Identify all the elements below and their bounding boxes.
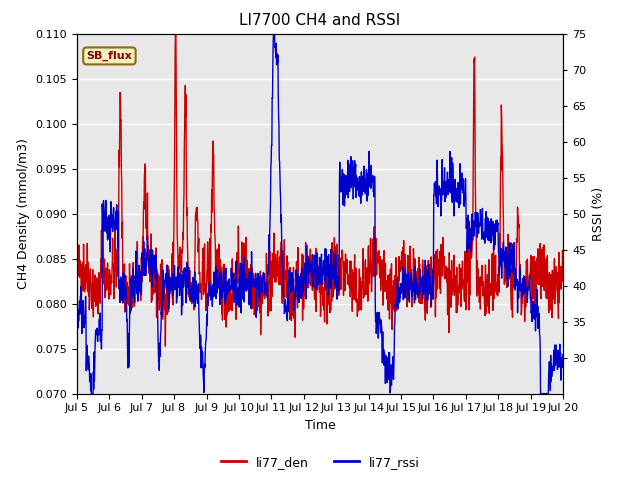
Y-axis label: RSSI (%): RSSI (%) — [592, 187, 605, 240]
li77_den — [502, 248, 510, 254]
Line: li77_rssi: li77_rssi — [77, 34, 563, 394]
Line: li77_den: li77_den — [77, 26, 563, 346]
li77_rssi — [559, 357, 567, 362]
X-axis label: Time: Time — [305, 419, 335, 432]
Legend: li77_den, li77_rssi: li77_den, li77_rssi — [216, 451, 424, 474]
li77_rssi — [269, 31, 277, 36]
li77_rssi — [182, 275, 189, 280]
li77_den — [460, 276, 467, 282]
li77_den — [172, 24, 180, 29]
li77_rssi — [73, 304, 81, 310]
li77_den — [559, 260, 567, 265]
li77_rssi — [88, 391, 95, 396]
li77_den — [396, 257, 403, 263]
Y-axis label: CH4 Density (mmol/m3): CH4 Density (mmol/m3) — [17, 138, 30, 289]
li77_den — [73, 264, 81, 269]
li77_rssi — [170, 288, 177, 294]
li77_rssi — [460, 176, 467, 181]
li77_rssi — [236, 294, 244, 300]
li77_rssi — [502, 270, 510, 276]
li77_den — [170, 264, 177, 270]
Text: SB_flux: SB_flux — [86, 51, 132, 61]
li77_den — [161, 343, 169, 349]
li77_den — [236, 266, 244, 272]
li77_den — [182, 115, 189, 120]
li77_rssi — [396, 299, 403, 305]
Title: LI7700 CH4 and RSSI: LI7700 CH4 and RSSI — [239, 13, 401, 28]
